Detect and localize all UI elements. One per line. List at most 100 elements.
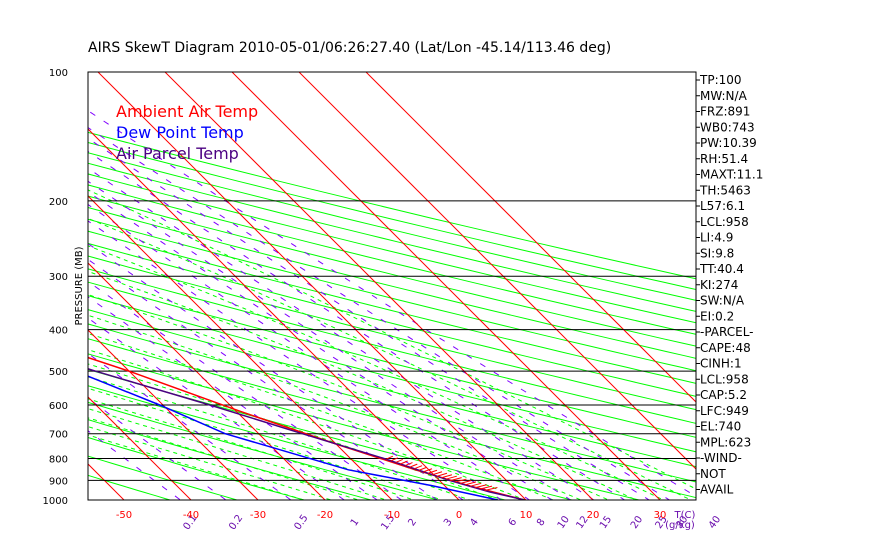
- cape-hatch-line: [427, 469, 438, 474]
- dry-adiabat-line: [88, 184, 696, 335]
- cape-hatch-line: [423, 468, 433, 473]
- dry-adiabat-line: [88, 242, 696, 397]
- cape-hatch-line: [441, 474, 453, 479]
- isotherm-line: [0, 72, 66, 509]
- mixing-ratio-label: 1: [349, 517, 362, 529]
- moist-adiabat-line: [88, 314, 583, 500]
- dry-adiabat-line: [88, 309, 696, 468]
- pressure-tick-label: 100: [49, 68, 68, 79]
- index-label: TH:5463: [699, 183, 751, 197]
- isotherm-line: [88, 396, 192, 500]
- moist-adiabat-line: [88, 245, 665, 500]
- dry-adiabat-line: [88, 401, 440, 500]
- cape-hatch-line: [395, 458, 403, 463]
- mixing-ratio-label: 3: [442, 517, 455, 529]
- index-label: LFC:949: [700, 404, 749, 418]
- isotherm-line: [365, 72, 696, 403]
- sounding-series: [88, 356, 525, 500]
- index-label: MPL:623: [700, 435, 751, 449]
- cape-hatch-line: [400, 460, 408, 465]
- dry-adiabat-line: [88, 295, 696, 453]
- mixing-ratio-label: 10: [556, 514, 572, 531]
- pressure-tick-label: 200: [49, 197, 68, 208]
- dry-adiabat-line: [88, 255, 696, 411]
- dry-adiabat-line: [88, 195, 696, 347]
- cape-hatch-line: [418, 466, 428, 471]
- pressure-tick-label: 700: [49, 430, 68, 441]
- index-label: SW:N/A: [700, 294, 745, 308]
- dry-adiabat-line: [88, 162, 696, 312]
- bottom-temp-tick-label: -50: [116, 510, 132, 521]
- index-label: -PARCEL-: [700, 325, 754, 339]
- mixing-ratio-line: [88, 352, 292, 500]
- isotherm-line: [88, 329, 259, 500]
- pressure-tick-label: 500: [49, 367, 68, 378]
- index-label: KI:274: [700, 278, 738, 292]
- dry-adiabat-line: [88, 206, 696, 359]
- cape-hatch-line: [450, 477, 462, 482]
- index-label: LI:4.9: [700, 231, 733, 245]
- dry-adiabat-line: [88, 141, 696, 290]
- bottom-temp-tick-label: 0: [456, 510, 462, 521]
- chart-legend: Ambient Air Temp Dew Point Temp Air Parcel…: [116, 102, 258, 163]
- mixing-ratio-line: [88, 126, 671, 500]
- cape-hatch-line: [432, 471, 443, 476]
- series-line: [88, 368, 525, 500]
- bottom-temp-tick-label: 20: [587, 510, 600, 521]
- mixing-ratio-unit-label: (g/kg): [665, 520, 695, 531]
- y-axis-label: PRESSURE (MB): [74, 246, 85, 325]
- cape-hatch-line: [404, 462, 413, 467]
- moist-adiabat-line: [88, 387, 444, 500]
- index-label: MAXT:11.1: [700, 168, 763, 182]
- mixing-ratio-label: 2: [406, 517, 419, 529]
- index-label: CINH:1: [700, 357, 742, 371]
- dry-adiabat-line: [88, 230, 696, 384]
- moist-adiabat-line: [88, 434, 306, 500]
- index-label: WB0:743: [700, 120, 755, 134]
- cape-hatch-line: [484, 486, 498, 491]
- mixing-ratio-line: [88, 150, 626, 500]
- moist-adiabat-line: [88, 363, 499, 500]
- cape-hatch-line: [474, 484, 487, 489]
- index-label: MW:N/A: [700, 89, 748, 103]
- cape-hatch-line: [409, 463, 418, 468]
- bottom-temp-tick-label: 30: [654, 510, 667, 521]
- cape-hatch-line: [445, 475, 457, 480]
- cape-hatch-line: [436, 472, 448, 477]
- dry-adiabat-line: [88, 419, 373, 500]
- series-line: [88, 356, 525, 500]
- bottom-temp-tick-label: -40: [183, 510, 199, 521]
- mixing-ratio-line: [88, 137, 651, 500]
- index-label: CAPE:48: [700, 341, 751, 355]
- legend-entry: Ambient Air Temp: [116, 102, 258, 121]
- cape-hatch-area: [385, 455, 498, 491]
- mixing-ratio-label: 0.2: [227, 513, 245, 532]
- dry-adiabat-line: [88, 385, 507, 500]
- mixing-ratio-label: 15: [598, 514, 614, 531]
- cape-hatch-line: [469, 482, 482, 487]
- dry-adiabat-line: [88, 437, 306, 500]
- moist-adiabat-line: [88, 189, 696, 490]
- cape-hatch-line: [460, 480, 472, 484]
- cape-hatch-line: [414, 465, 423, 470]
- legend-entry: Dew Point Temp: [116, 123, 244, 142]
- dry-adiabat-line: [88, 338, 696, 499]
- legend-entry: Air Parcel Temp: [116, 144, 239, 163]
- isotherm-line: [88, 195, 393, 500]
- series-line: [88, 375, 499, 500]
- index-label: L57:6.1: [700, 199, 745, 213]
- mixing-ratio-line: [88, 397, 227, 500]
- mixing-ratio-label: 8: [535, 517, 548, 529]
- chart-axes: 0.1 0.2 0.5 1 1.5 2 3 4 6 8 10 12 15 20 25 30 4010020030…: [43, 68, 724, 532]
- mixing-ratio-label: 20: [629, 514, 645, 531]
- mixing-ratio-grid: [88, 110, 696, 500]
- moist-adiabat-line: [88, 270, 638, 500]
- index-label: TT:40.4: [699, 262, 744, 276]
- mixing-ratio-line: [88, 317, 346, 500]
- isotherm-grid: [0, 72, 696, 509]
- index-label: EL:740: [700, 420, 741, 434]
- cape-hatch-line: [390, 457, 399, 462]
- index-label: SI:9.8: [700, 246, 734, 260]
- index-label: PW:10.39: [700, 136, 757, 150]
